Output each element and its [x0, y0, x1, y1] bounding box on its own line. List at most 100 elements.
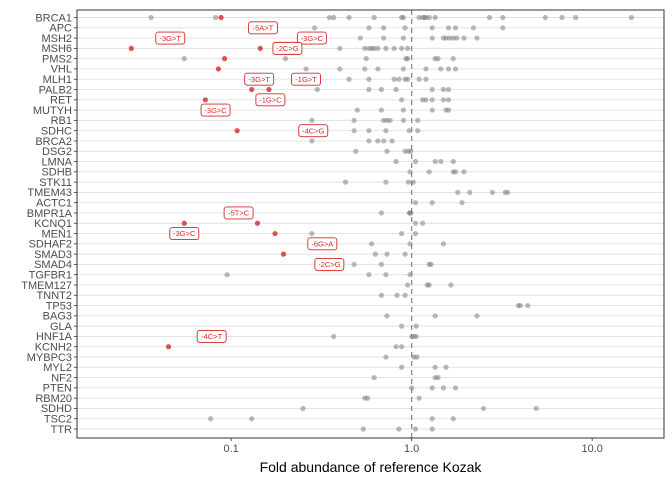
y-tick-label-actc1: ACTC1 [36, 197, 72, 209]
annotation-text: -3G>T [248, 75, 270, 84]
point-nf2 [435, 374, 441, 381]
annotation-label: -4C>T [196, 329, 227, 343]
point-lmna [438, 158, 444, 165]
annotation-text: -3G>T [160, 34, 182, 43]
point-vhl [303, 66, 309, 72]
point-palb2 [445, 86, 452, 93]
y-tick-label-tnnt2: TNNT2 [37, 290, 72, 302]
point-brca2 [389, 138, 395, 144]
annotation-label: -5A>T [247, 21, 278, 35]
annotation-label: -3G>C [296, 31, 327, 45]
point-tmem127 [426, 282, 432, 288]
point-rb1 [387, 117, 393, 123]
point-mutyh [429, 107, 435, 113]
annotation-label: -3G>T [155, 31, 186, 45]
annotation-text: -2C>G [276, 44, 298, 53]
point-brca2 [375, 138, 381, 144]
annotation-box [291, 72, 321, 86]
annotation-text: -2C>G [318, 260, 340, 269]
point-brca1 [559, 14, 565, 21]
annotation-text: -1G>T [295, 75, 317, 84]
point-sdhd [533, 405, 539, 412]
annotation-label: -5T>C [223, 206, 254, 220]
y-tick-label-tp53: TP53 [46, 300, 72, 312]
y-tick-label-tmem127: TMEM127 [21, 280, 72, 292]
annotation-box [314, 257, 345, 271]
y-tick-label-brca2: BRCA2 [35, 136, 72, 148]
point-mlh1 [423, 76, 429, 82]
point-mlh1 [405, 76, 411, 82]
point-myl2 [399, 364, 405, 370]
point-vhl [452, 66, 459, 72]
point-pten [429, 385, 435, 391]
point-ttr [412, 426, 419, 432]
point-bmpr1a [408, 210, 414, 216]
panel-border [76, 9, 665, 439]
y-tick-label-smad3: SMAD3 [34, 249, 72, 261]
point-tmem43 [504, 189, 511, 195]
point-myl2 [432, 364, 438, 370]
highlight-point-brca1 [218, 14, 224, 21]
point-msh6 [391, 45, 397, 51]
y-tick-label-kcnh2: KCNH2 [35, 342, 72, 354]
point-palb2 [378, 86, 385, 93]
point-apc [445, 25, 452, 31]
annotation-label: -2C>G [272, 41, 303, 55]
point-apc [452, 25, 459, 31]
point-tsc2 [249, 416, 255, 422]
point-brca1 [400, 14, 406, 21]
point-msh2 [357, 35, 363, 41]
x-tick-label: 1.0 [404, 443, 419, 455]
annotation-box [298, 124, 329, 138]
point-tmem43 [489, 189, 495, 195]
point-mlh1 [416, 76, 422, 82]
point-mybpc3 [414, 354, 420, 360]
annotation-box [200, 103, 231, 117]
point-pten [409, 385, 415, 391]
point-msh6 [371, 45, 377, 51]
y-tick-label-ret: RET [50, 95, 72, 107]
y-tick-label-hnf1a: HNF1A [36, 331, 73, 343]
point-tsc2 [450, 416, 456, 422]
point-palb2 [366, 86, 372, 93]
y-tick-label-tgfbr1: TGFBR1 [29, 269, 72, 281]
annotation-label: -4C>G [298, 124, 329, 138]
highlight-point-msh6 [128, 45, 134, 51]
point-msh6 [405, 45, 411, 51]
point-actc1 [459, 200, 465, 206]
point-apc [402, 25, 408, 31]
annotation-label: -1G>C [255, 93, 286, 107]
annotation-text: -5A>T [253, 23, 274, 32]
y-tick-label-bag3: BAG3 [43, 311, 72, 323]
point-sdhc [406, 128, 412, 134]
point-lmna [412, 158, 419, 165]
point-bmpr1a [378, 210, 385, 216]
y-tick-label-stk11: STK11 [39, 177, 72, 189]
point-msh2 [429, 35, 435, 41]
y-tick-label-sdhaf2: SDHAF2 [29, 239, 72, 251]
point-sdhc [383, 128, 389, 134]
point-lmna [432, 158, 438, 165]
point-sdhaf2 [440, 241, 447, 247]
y-tick-label-mybpc3: MYBPC3 [27, 352, 72, 364]
point-msh2 [446, 35, 453, 41]
y-tick-label-palb2: PALB2 [39, 84, 72, 96]
point-brca1 [212, 14, 219, 21]
point-actc1 [429, 200, 435, 206]
point-rb1 [415, 117, 421, 123]
point-kcnq1 [412, 220, 419, 226]
point-stk11 [405, 179, 412, 185]
point-palb2 [393, 86, 399, 93]
point-tmem43 [455, 189, 461, 195]
y-tick-label-tmem43: TMEM43 [27, 187, 72, 199]
point-rb1 [400, 117, 406, 123]
point-tgfbr1 [383, 272, 389, 278]
point-apc [429, 25, 435, 31]
point-brca1 [371, 14, 377, 21]
point-msh6 [399, 45, 405, 51]
point-tnnt2 [402, 292, 408, 298]
point-pten [440, 385, 447, 391]
y-tick-label-ttr: TTR [51, 424, 72, 436]
